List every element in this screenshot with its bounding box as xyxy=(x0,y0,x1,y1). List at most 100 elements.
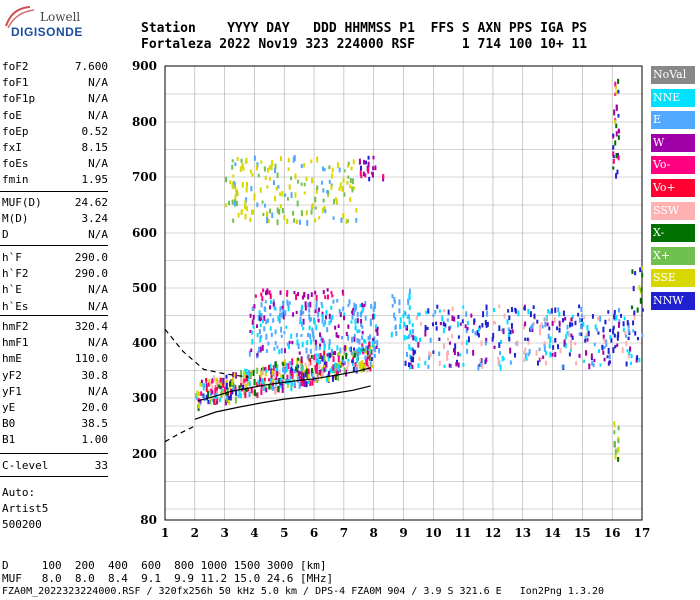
echo-point xyxy=(449,325,452,329)
echo-point xyxy=(203,394,206,402)
echo-point xyxy=(457,351,460,357)
echo-point xyxy=(209,392,212,396)
echo-point xyxy=(425,310,428,315)
param-value: 290.0 xyxy=(74,267,108,281)
echo-point xyxy=(321,180,324,185)
echo-point xyxy=(317,358,320,365)
echo-point xyxy=(404,324,407,329)
echo-point xyxy=(630,354,633,358)
echo-point xyxy=(258,346,261,352)
echo-point xyxy=(321,370,324,378)
echo-point xyxy=(356,318,359,324)
echo-point xyxy=(264,175,267,180)
echo-point xyxy=(344,345,347,352)
param-value: N/A xyxy=(88,157,108,171)
echo-point xyxy=(241,163,244,169)
echo-point xyxy=(583,359,586,364)
echo-point xyxy=(538,347,541,352)
echo-point xyxy=(617,322,620,328)
echo-point xyxy=(554,307,557,313)
echo-point xyxy=(352,186,355,190)
echo-point xyxy=(232,383,235,391)
param-value: N/A xyxy=(88,92,108,106)
echo-point xyxy=(588,363,591,370)
echo-point xyxy=(256,324,259,328)
y-tick-label: 200 xyxy=(132,447,157,461)
echo-point xyxy=(367,354,370,360)
echo-point xyxy=(593,342,596,347)
echo-point xyxy=(335,332,338,338)
file-info-footer: FZA0M_2022323224000.RSF / 320fx256h 50 k… xyxy=(2,586,605,597)
param-value: 7.600 xyxy=(74,60,108,73)
echo-point xyxy=(371,340,374,348)
echo-point xyxy=(284,367,287,373)
echo-point xyxy=(356,329,359,334)
echo-point xyxy=(325,309,328,316)
echo-point xyxy=(532,305,535,310)
echo-point xyxy=(308,308,311,313)
echo-point xyxy=(310,209,313,215)
echo-point xyxy=(393,299,396,304)
echo-point xyxy=(332,356,335,363)
y-tick-label: 80 xyxy=(140,513,157,527)
echo-point xyxy=(270,377,273,382)
echo-point xyxy=(360,318,363,324)
echo-point xyxy=(259,346,262,353)
x-tick-label: 4 xyxy=(250,526,258,540)
echo-point xyxy=(321,166,324,171)
echo-point xyxy=(328,353,331,359)
echo-point xyxy=(306,374,309,380)
echo-point xyxy=(251,172,254,177)
echo-point xyxy=(365,160,368,165)
param-value: 110.0 xyxy=(74,352,108,366)
echo-point xyxy=(319,353,322,360)
echo-point xyxy=(548,343,551,349)
echo-point xyxy=(582,321,585,327)
echo-point xyxy=(369,361,372,367)
param-row: h`F2 290.0 xyxy=(2,267,108,281)
echo-point xyxy=(244,368,247,375)
echo-point xyxy=(351,362,354,367)
echo-point xyxy=(370,303,373,309)
echo-point xyxy=(354,325,357,331)
echo-point xyxy=(244,387,247,392)
echo-point xyxy=(266,185,269,189)
echo-point xyxy=(617,438,620,444)
echo-point xyxy=(435,326,438,331)
echo-point xyxy=(523,323,526,330)
echo-point xyxy=(312,335,315,342)
echo-point xyxy=(323,350,326,357)
echo-point xyxy=(584,335,587,339)
echo-point xyxy=(481,323,484,328)
echo-point xyxy=(310,369,313,376)
echo-point xyxy=(319,332,322,337)
echo-point xyxy=(257,350,260,354)
param-label: M(D) xyxy=(2,212,29,226)
echo-point xyxy=(205,379,208,383)
echo-point xyxy=(375,345,378,349)
echo-point xyxy=(499,351,502,356)
echo-point xyxy=(382,173,385,180)
echo-point xyxy=(267,218,270,224)
echo-point xyxy=(260,292,263,297)
echo-point xyxy=(250,186,253,192)
echo-point xyxy=(590,353,593,359)
echo-point xyxy=(409,329,412,335)
echo-point xyxy=(461,341,464,346)
echo-point xyxy=(227,387,230,393)
echo-point xyxy=(267,167,270,173)
echo-point xyxy=(557,344,560,350)
echo-point xyxy=(617,128,620,133)
echo-point xyxy=(278,349,281,355)
echo-point xyxy=(347,358,350,364)
echo-point xyxy=(208,381,211,387)
echo-point xyxy=(261,344,264,351)
echo-point xyxy=(234,194,237,200)
echo-point xyxy=(329,368,332,373)
echo-point xyxy=(515,341,518,346)
echo-point xyxy=(451,315,454,321)
echo-point xyxy=(341,355,344,362)
echo-point xyxy=(502,357,505,361)
echo-point xyxy=(276,219,279,226)
echo-point xyxy=(376,339,379,346)
